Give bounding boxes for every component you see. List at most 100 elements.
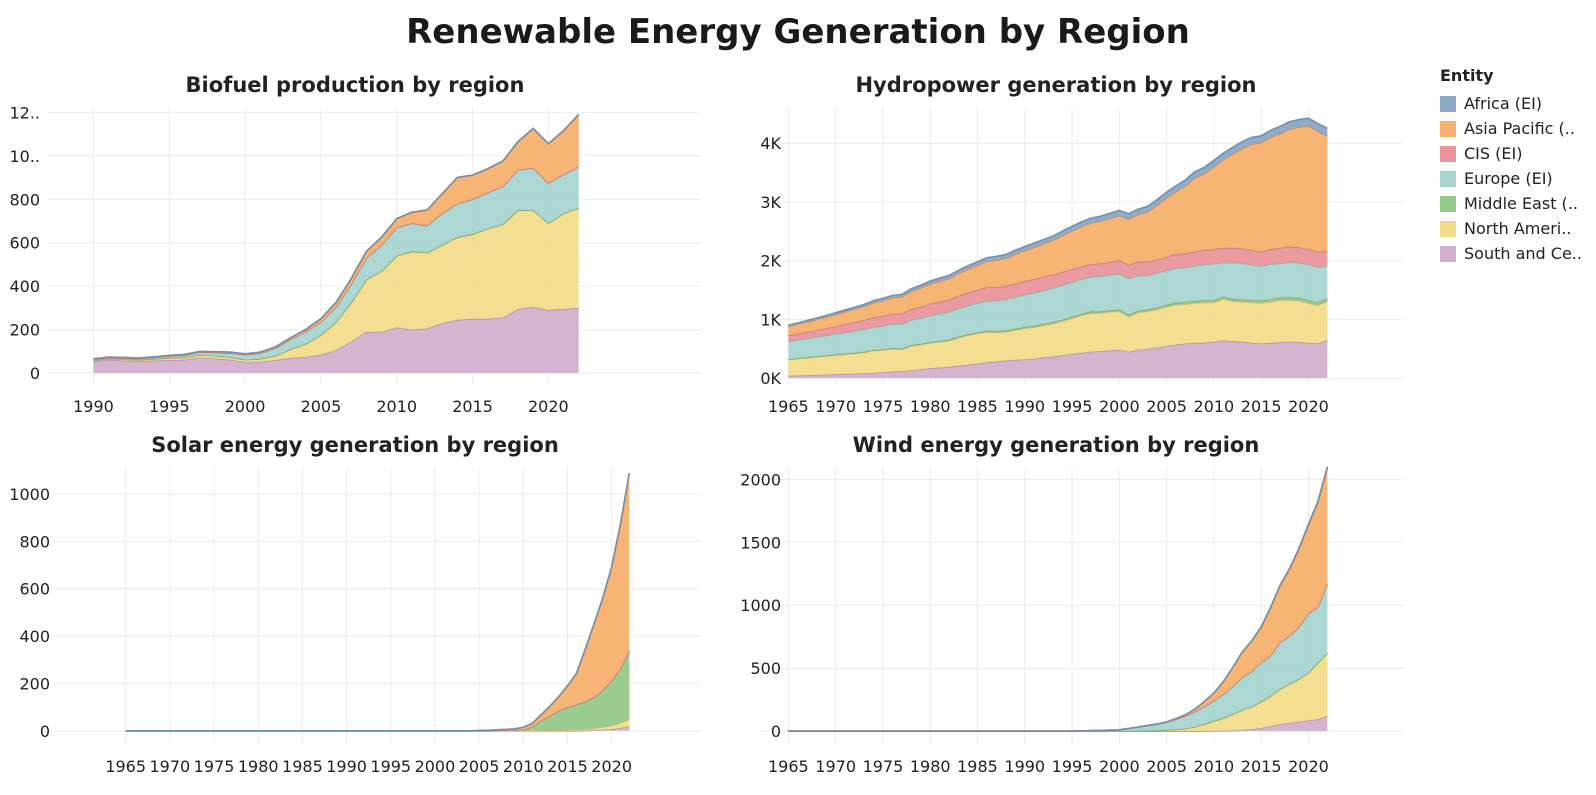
x-tick-label: 2005 (1146, 757, 1187, 776)
area-line-asia (125, 473, 631, 732)
x-tick-label: 2010 (503, 757, 544, 776)
chart-title: Solar energy generation by region (151, 433, 559, 457)
x-tick-label: 2010 (376, 397, 417, 416)
legend-label: CIS (EI) (1464, 144, 1523, 163)
legend-label: Europe (EI) (1464, 169, 1553, 188)
legend-label: Africa (EI) (1464, 94, 1543, 113)
y-tick-label: 1K (760, 310, 781, 329)
x-tick-label: 1970 (150, 757, 191, 776)
y-tick-label: 10.. (9, 147, 40, 166)
y-tick-label: 0 (771, 722, 781, 741)
area-namerica[interactable] (788, 653, 1328, 732)
y-tick-label: 800 (19, 532, 50, 551)
legend-swatch (1440, 145, 1456, 162)
x-tick-label: 1990 (326, 757, 367, 776)
area-asia[interactable] (125, 473, 630, 731)
y-tick-label: 1000 (740, 596, 781, 615)
area-line-africa (788, 117, 1328, 327)
area-line-africa (93, 113, 580, 360)
x-tick-label: 2000 (1099, 757, 1140, 776)
area-mideast[interactable] (125, 650, 630, 731)
x-tick-label: 1995 (1052, 757, 1093, 776)
y-tick-label: 600 (9, 234, 40, 253)
x-tick-label: 2015 (1241, 397, 1282, 416)
y-tick-label: 12.. (9, 103, 40, 122)
y-tick-label: 0 (40, 722, 50, 741)
x-tick-label: 2020 (1288, 397, 1329, 416)
legend-label: North Ameri.. (1464, 219, 1572, 238)
x-tick-label: 1975 (863, 397, 904, 416)
x-tick-label: 2000 (225, 397, 266, 416)
area-namerica[interactable] (788, 298, 1328, 376)
x-tick-label: 1985 (957, 757, 998, 776)
area-sca[interactable] (93, 306, 579, 374)
x-tick-label: 1985 (282, 757, 323, 776)
x-tick-label: 2015 (1241, 757, 1282, 776)
x-tick-label: 2015 (452, 397, 493, 416)
legend-label: Middle East (.. (1464, 194, 1578, 213)
x-tick-label: 1995 (370, 757, 411, 776)
legend-item-africa[interactable]: Africa (EI) (1440, 91, 1592, 116)
area-namerica[interactable] (93, 207, 579, 363)
x-tick-label: 1965 (768, 397, 809, 416)
legend: Entity Africa (EI) Asia Pacific (.. CIS … (1440, 66, 1592, 266)
legend-item-cis[interactable]: CIS (EI) (1440, 141, 1592, 166)
area-asia[interactable] (788, 125, 1328, 336)
x-tick-label: 2020 (528, 397, 569, 416)
x-tick-label: 1990 (1004, 757, 1045, 776)
page-title: Renewable Energy Generation by Region (406, 12, 1190, 52)
x-tick-label: 2010 (1194, 397, 1235, 416)
x-tick-label: 1970 (815, 397, 856, 416)
x-tick-label: 2015 (547, 757, 588, 776)
area-line-africa (125, 473, 631, 732)
y-tick-label: 400 (9, 277, 40, 296)
legend-item-north-america[interactable]: North Ameri.. (1440, 216, 1592, 241)
area-europe[interactable] (93, 166, 579, 361)
y-tick-label: 500 (750, 659, 781, 678)
x-tick-label: 2005 (459, 757, 500, 776)
area-line-sca (788, 339, 1328, 377)
x-tick-label: 1975 (863, 757, 904, 776)
legend-swatch (1440, 220, 1456, 237)
x-tick-label: 2005 (301, 397, 342, 416)
chart-wind: Wind energy generation by region 1965 1970… (740, 433, 1403, 776)
x-tick-label: 1985 (957, 397, 998, 416)
legend-item-middle-east[interactable]: Middle East (.. (1440, 191, 1592, 216)
y-tick-label: 0 (30, 364, 40, 383)
legend-item-asia-pacific[interactable]: Asia Pacific (.. (1440, 116, 1592, 141)
x-tick-label: 2020 (1288, 757, 1329, 776)
area-asia[interactable] (93, 114, 579, 360)
y-tick-label: 3K (760, 193, 781, 212)
y-tick-label: 1000 (9, 485, 50, 504)
area-africa[interactable] (125, 473, 630, 731)
x-tick-label: 1965 (105, 757, 146, 776)
x-tick-label: 1995 (149, 397, 190, 416)
area-sca[interactable] (788, 339, 1328, 379)
x-tick-label: 2005 (1146, 397, 1187, 416)
legend-swatch (1440, 195, 1456, 212)
x-tick-label: 1990 (1004, 397, 1045, 416)
legend-label: South and Ce.. (1464, 244, 1582, 263)
y-tick-label: 2000 (740, 470, 781, 489)
chart-title: Biofuel production by region (186, 73, 525, 97)
y-tick-label: 4K (760, 134, 781, 153)
legend-item-europe[interactable]: Europe (EI) (1440, 166, 1592, 191)
legend-swatch (1440, 245, 1456, 262)
x-tick-label: 1980 (910, 757, 951, 776)
legend-title: Entity (1440, 66, 1494, 85)
y-tick-label: 1500 (740, 533, 781, 552)
area-line-europe (788, 261, 1328, 343)
x-tick-label: 1970 (815, 757, 856, 776)
area-sca[interactable] (788, 716, 1328, 732)
y-tick-label: 800 (9, 190, 40, 209)
x-tick-label: 1980 (910, 397, 951, 416)
y-tick-label: 0K (760, 369, 781, 388)
legend-item-south-central-america[interactable]: South and Ce.. (1440, 241, 1592, 266)
x-tick-label: 2020 (591, 757, 632, 776)
x-tick-label: 2000 (415, 757, 456, 776)
x-tick-label: 1965 (768, 757, 809, 776)
y-tick-label: 200 (9, 321, 40, 340)
area-cis[interactable] (788, 246, 1328, 342)
area-europe[interactable] (788, 262, 1328, 360)
